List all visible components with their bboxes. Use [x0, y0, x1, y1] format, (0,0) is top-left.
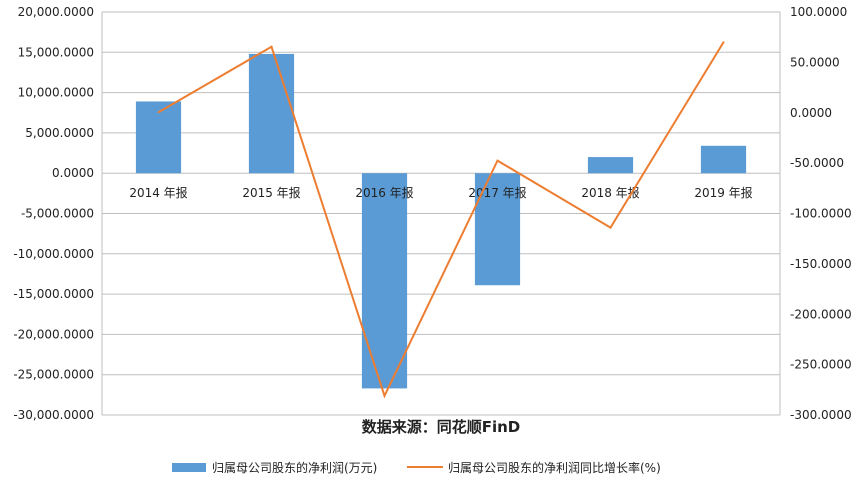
right-axis-ticks: 100.0000 50.0000 0.0000 -50.0000 -100.0000 -1…: [790, 5, 852, 422]
category-label: 2018 年报: [581, 185, 639, 200]
left-tick-label: 15,000.0000: [18, 45, 94, 59]
bar: [700, 145, 747, 174]
left-tick-label: -30,000.0000: [13, 408, 94, 422]
right-tick-label: -50.0000: [790, 156, 844, 170]
left-tick-label: 0.0000: [52, 166, 94, 180]
category-label: 2014 年报: [129, 185, 187, 200]
right-tick-label: -300.0000: [790, 408, 852, 422]
line-point: [496, 159, 499, 162]
line-point: [383, 394, 386, 397]
bar: [135, 101, 182, 174]
category-label: 2015 年报: [242, 185, 300, 200]
bar-series: [135, 53, 747, 389]
legend: 归属母公司股东的净利润(万元) 归属母公司股东的净利润同比增长率(%): [172, 460, 661, 475]
right-tick-label: 0.0000: [790, 106, 832, 120]
category-label: 2019 年报: [694, 185, 752, 200]
left-tick-label: -5,000.0000: [21, 207, 94, 221]
right-tick-label: 100.0000: [790, 5, 847, 19]
right-tick-label: 50.0000: [790, 55, 840, 69]
left-tick-label: -10,000.0000: [13, 247, 94, 261]
bar: [361, 173, 408, 389]
category-label: 2017 年报: [468, 185, 526, 200]
grid-lines: [102, 11, 780, 416]
category-labels: 2014 年报 2015 年报 2016 年报 2017 年报 2018 年报 2019 …: [129, 185, 752, 200]
right-tick-label: -250.0000: [790, 358, 852, 372]
legend-line-label: 归属母公司股东的净利润同比增长率(%): [448, 460, 661, 475]
right-tick-label: -200.0000: [790, 307, 852, 321]
left-tick-label: 20,000.0000: [18, 5, 94, 19]
right-tick-label: -100.0000: [790, 207, 852, 221]
line-series: [157, 41, 725, 399]
legend-bar-swatch: [172, 463, 206, 472]
left-tick-label: 5,000.0000: [25, 126, 94, 140]
source-label: 数据来源：同花顺FinD: [362, 418, 521, 436]
left-tick-label: 10,000.0000: [18, 86, 94, 100]
category-label: 2016 年报: [355, 185, 413, 200]
right-tick-label: -150.0000: [790, 257, 852, 271]
line-point: [722, 41, 725, 44]
line-point: [609, 226, 612, 229]
bar: [587, 157, 634, 174]
left-tick-label: -15,000.0000: [13, 287, 94, 301]
left-tick-label: -25,000.0000: [13, 368, 94, 382]
bar: [248, 53, 295, 174]
left-axis-ticks: 20,000.0000 15,000.0000 10,000.0000 5,000.0…: [13, 5, 94, 422]
left-tick-label: -20,000.0000: [13, 327, 94, 341]
legend-bar-label: 归属母公司股东的净利润(万元): [212, 460, 377, 475]
growth-rate-line: [157, 41, 725, 399]
line-point: [270, 45, 273, 48]
line-point: [157, 111, 160, 114]
